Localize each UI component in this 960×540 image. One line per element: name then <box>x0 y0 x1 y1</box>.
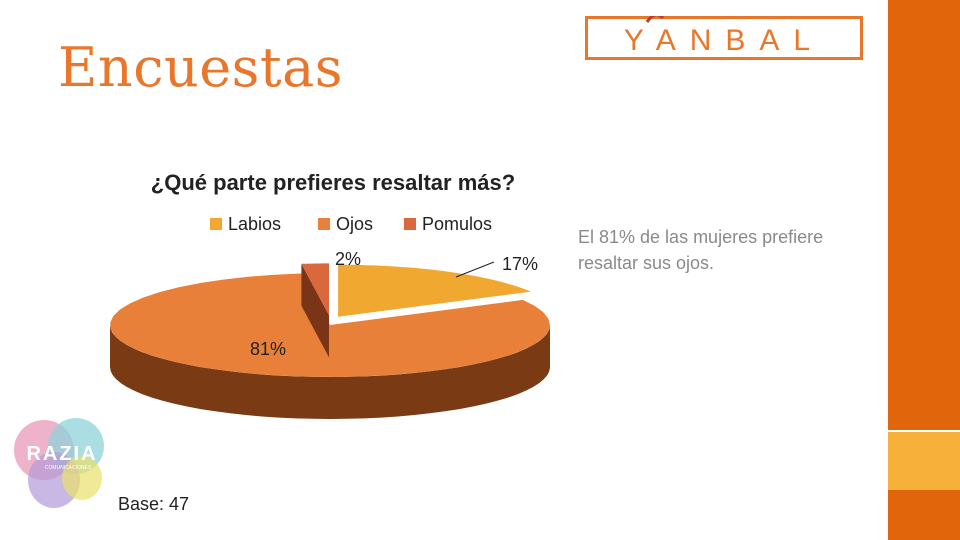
leader-line-labios <box>455 261 495 278</box>
legend-label-labios: Labios <box>228 214 281 234</box>
chart-title: ¿Qué parte prefieres resaltar más? <box>151 170 515 195</box>
legend-swatch-labios <box>210 218 222 230</box>
pie-slice-labios <box>338 264 531 317</box>
annotation-text: El 81% de las mujeres prefiere resaltar … <box>578 227 824 273</box>
yanbal-logo: YANBAL <box>585 16 863 60</box>
legend-swatch-pomulos <box>404 218 416 230</box>
pie-data-labels: 17% 81% 2% <box>250 249 538 359</box>
razia-logo: RAZIA COMUNICACIONES <box>14 418 104 508</box>
chart-legend: Labios Ojos Pomulos <box>210 214 492 234</box>
legend-label-pomulos: Pomulos <box>422 214 492 234</box>
razia-logo-text: RAZIA <box>26 443 97 465</box>
data-label-ojos: 81% <box>250 339 286 359</box>
razia-logo-subtext: COMUNICACIONES <box>45 465 92 471</box>
yanbal-logo-text: YANBAL <box>624 24 824 57</box>
base-note: Base: 47 <box>118 494 190 514</box>
legend-swatch-ojos <box>318 218 330 230</box>
data-label-pomulos: 2% <box>335 249 361 269</box>
legend-label-ojos: Ojos <box>336 214 373 234</box>
pie-slice-ojos <box>110 273 550 377</box>
pie-slices <box>110 263 550 419</box>
pie-slice-side-pomulos <box>301 263 329 358</box>
pie-slice-pomulos <box>301 263 329 316</box>
slide-title: Encuestas <box>58 36 343 99</box>
pie-chart: ¿Qué parte prefieres resaltar más? Labio… <box>110 170 550 419</box>
pie-slice-side-ojos <box>110 325 550 419</box>
data-label-labios: 17% <box>502 254 538 274</box>
decorative-side-bar <box>888 0 960 540</box>
